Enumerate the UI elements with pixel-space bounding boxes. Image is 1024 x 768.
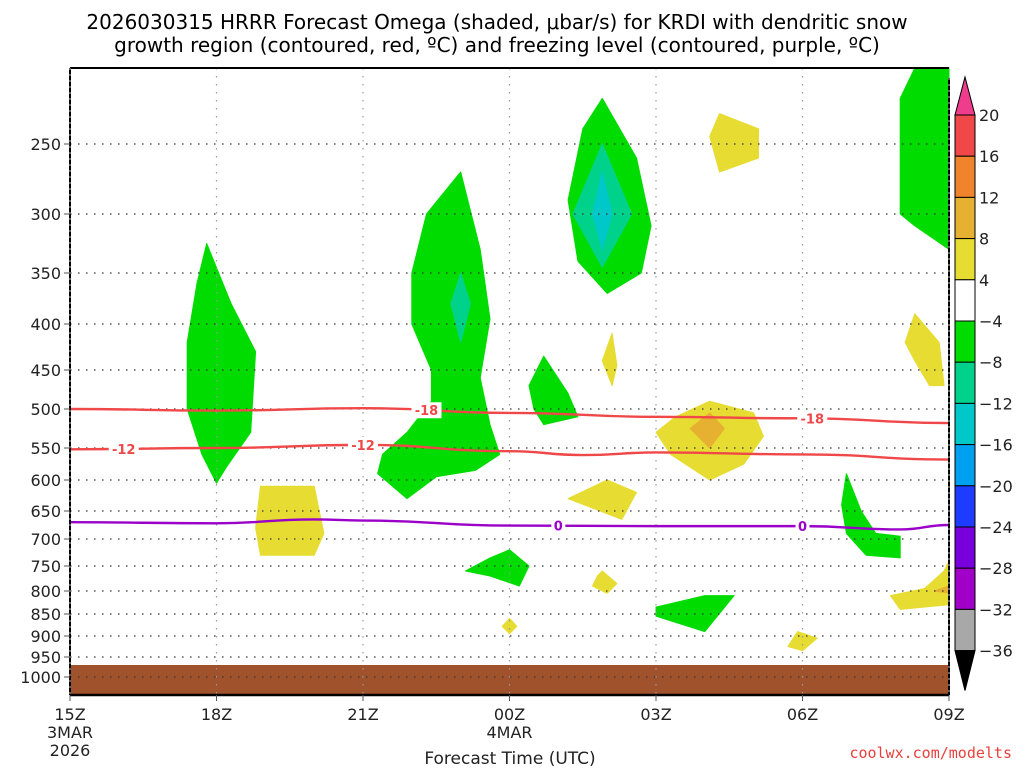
omega-region-13 [601,332,618,387]
colorbar-level-label: −12 [979,394,1013,413]
y-tick-label: 750 [30,557,61,576]
x-tick-label: 06Z [787,705,818,724]
contour-label-0-0: -18 [415,404,439,419]
chart-title-line2: growth region (contoured, red, ºC) and f… [114,33,880,57]
x-tick-label: 21Z [347,705,378,724]
x-tick-date: 3MAR [47,723,93,742]
colorbar-box [954,196,976,240]
colorbar-box [954,114,976,157]
contour-line-1 [69,443,950,461]
y-tick-label: 400 [30,315,61,334]
contour-label-bg [797,410,828,427]
omega-region-1 [377,171,501,500]
colorbar-box [954,444,976,487]
y-tick-label: 950 [30,648,61,667]
terrain-ground [70,665,949,695]
contour-label-2-1: 0 [798,520,807,535]
y-tick-label: 300 [30,205,61,224]
y-tick-label: 1000 [20,668,61,687]
omega-region-15 [689,412,725,449]
omega-region-0 [186,243,257,484]
colorbar-box [954,238,976,281]
x-axis-title: Forecast Time (UTC) [424,749,595,768]
x-tick-label: 09Z [933,705,964,724]
colorbar-level-label: −8 [979,353,1003,372]
y-tick-label: 350 [30,264,61,283]
colorbar-box [954,155,976,198]
contour-label-bg [108,440,139,457]
contour-label-1-0: -12 [112,443,136,458]
x-tick-year: 2026 [50,741,91,760]
omega-region-9 [465,549,530,587]
colorbar-level-label: −4 [979,312,1003,331]
colorbar-box [954,320,976,363]
chart-title-line1: 2026030315 HRRR Forecast Omega (shaded, … [86,10,907,34]
colorbar-box [954,402,976,446]
omega-region-16 [567,479,637,520]
omega-region-20 [592,570,618,594]
omega-region-8 [841,473,901,559]
colorbar-box [954,279,976,322]
y-tick-label: 700 [30,530,61,549]
colorbar-box [954,361,976,404]
omega-region-22 [787,631,818,652]
contour-layer: -18 -18 -12 -12 0 0 [69,402,950,535]
contour-label-bg [551,517,566,534]
omega-region-5 [592,171,613,250]
contour-label-bg [348,436,378,453]
colorbar-arrow-top [954,75,976,116]
colorbar-level-label: 8 [979,230,989,249]
colorbar-level-label: −20 [979,477,1013,496]
y-tick-label: 850 [30,605,61,624]
colorbar-level-label: 4 [979,271,989,290]
x-tick-label: 15Z [54,705,85,724]
credit-link[interactable]: coolwx.com/modelts [849,744,1012,762]
contour-line-2 [69,518,950,531]
colorbar-box [954,567,976,610]
omega-region-12 [709,113,759,173]
x-tick-label: 00Z [494,705,525,724]
omega-region-21 [501,617,518,635]
grid-layer [70,68,949,695]
y-tick-label: 650 [30,502,61,521]
y-tick-label: 600 [30,471,61,490]
colorbar: 20 16 12 8 4 −4 −8 −12 −16 −20 −24 −28 −32 −36 [954,75,1013,691]
x-tick-label: 18Z [201,705,232,724]
y-tick-label: 250 [30,135,61,154]
omega-region-6 [528,355,579,426]
colorbar-level-label: −32 [979,600,1013,619]
colorbar-level-label: −36 [979,642,1013,661]
omega-region-17 [904,313,945,387]
colorbar-box [954,526,976,569]
colorbar-box [954,485,976,528]
contour-label-2-0: 0 [554,520,563,535]
y-axis: 250 300 350 400 450 500 550 600 650 700 750 800 850 9… [20,135,70,687]
y-tick-label: 550 [30,439,61,458]
colorbar-level-label: −24 [979,518,1013,537]
contour-label-1-1: -12 [351,439,375,454]
y-tick-label: 450 [30,361,61,380]
omega-region-2 [450,272,471,343]
colorbar-level-label: 16 [979,147,999,166]
colorbar-level-label: −16 [979,436,1013,455]
contour-label-bg [411,402,442,419]
x-tick-date: 4MAR [486,723,532,742]
colorbar-level-label: 12 [979,188,999,207]
colorbar-level-label: −28 [979,559,1013,578]
colorbar-level-label: 20 [979,106,999,125]
colorbar-box [954,608,976,652]
colorbar-arrow-bottom [954,650,976,691]
contour-label-0-1: -18 [801,413,825,428]
y-tick-label: 800 [30,582,61,601]
y-tick-label: 900 [30,627,61,646]
y-tick-label: 500 [30,400,61,419]
terrain-layer [70,665,949,695]
x-tick-label: 03Z [640,705,671,724]
contour-label-bg [795,518,810,535]
